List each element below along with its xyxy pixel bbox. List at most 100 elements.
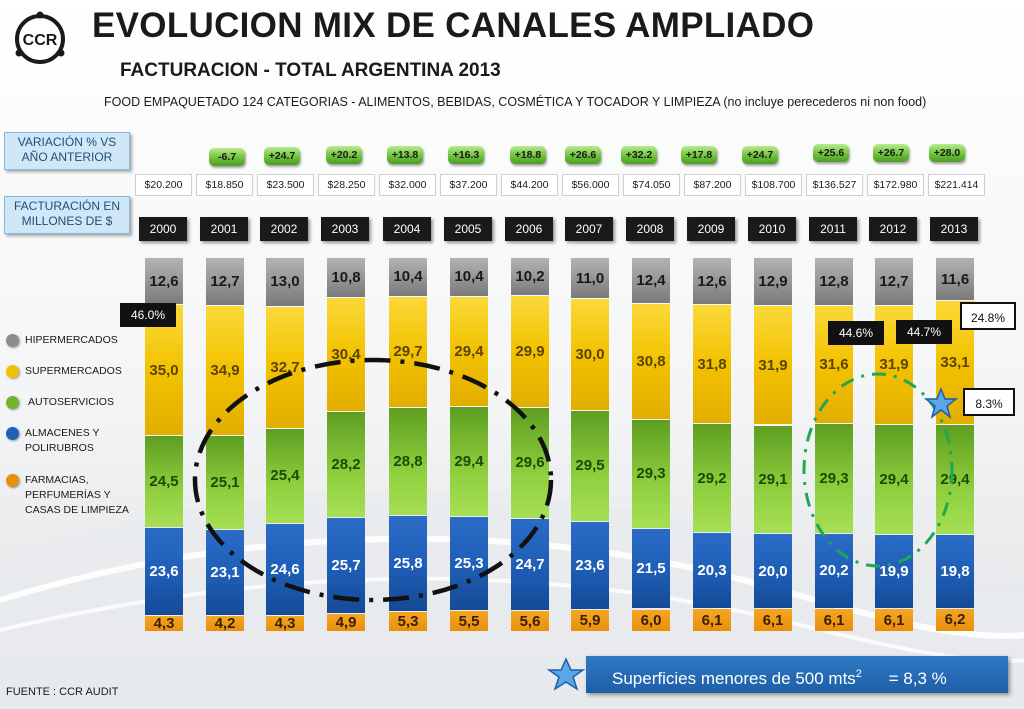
banner-value: = 8,3 % xyxy=(888,668,947,688)
variation-badge: +17.8 xyxy=(681,146,717,164)
legend-supermercados: SUPERMERCADOS xyxy=(6,364,122,379)
legend-label: AUTOSERVICIOS xyxy=(28,396,114,408)
bar-segment-super: 30,4 xyxy=(327,298,365,412)
billing-value: $37.200 xyxy=(440,174,497,196)
bar-value-label: 13,0 xyxy=(270,273,300,291)
bar-value-label: 12,7 xyxy=(210,272,240,290)
variation-badge: +20.2 xyxy=(326,146,362,164)
bar-value-label: 30,8 xyxy=(636,352,666,370)
bar-segment-super: 32,7 xyxy=(266,306,304,428)
legend-swatch-autoservicios xyxy=(6,396,19,409)
bar-value-label: 4,3 xyxy=(274,614,296,632)
variation-badge: +24.7 xyxy=(742,146,778,164)
bar-value-label: 12,4 xyxy=(636,272,666,290)
banner-sup: 2 xyxy=(855,668,862,680)
legend-swatch-supermercados xyxy=(6,365,19,378)
bar-segment-hiper: 11,0 xyxy=(571,258,609,299)
bar-segment-auto: 29,1 xyxy=(754,425,792,534)
year-header: 2007 xyxy=(565,217,613,241)
bar-value-label: 5,5 xyxy=(458,612,480,630)
bar-value-label: 5,9 xyxy=(579,611,601,629)
billing-value: $74.050 xyxy=(623,174,680,196)
year-header: 2006 xyxy=(505,217,553,241)
bar-segment-auto: 29,4 xyxy=(936,425,974,534)
bar-segment-almacenes: 20,2 xyxy=(815,533,853,609)
bar-value-label: 10,8 xyxy=(331,269,361,287)
bar-segment-almacenes: 24,7 xyxy=(511,518,549,611)
bar-value-label: 23,6 xyxy=(149,562,179,580)
bar-value-label: 20,3 xyxy=(697,562,727,580)
bar-value-label: 6,1 xyxy=(701,611,723,629)
bar-segment-almacenes: 23,6 xyxy=(145,527,183,615)
bar-segment-hiper: 10,4 xyxy=(389,258,427,296)
bar-segment-almacenes: 20,0 xyxy=(754,534,792,609)
bar-segment-hiper: 10,4 xyxy=(450,258,488,296)
year-header: 2010 xyxy=(748,217,796,241)
variation-badge: +26.7 xyxy=(873,144,909,162)
bar-segment-auto: 29,4 xyxy=(450,406,488,516)
bar-value-label: 21,5 xyxy=(636,560,666,578)
bar-segment-auto: 29,3 xyxy=(815,424,853,533)
bar-segment-hiper: 12,9 xyxy=(754,258,792,306)
summary-banner: Superficies menores de 500 mts2 = 8,3 % xyxy=(586,656,1008,693)
billing-label: FACTURACIÓN EN MILLONES DE $ xyxy=(4,196,130,234)
bar-segment-hiper: 12,8 xyxy=(815,258,853,305)
legend-label: ALMACENES Y POLIRUBROS xyxy=(25,427,100,454)
bar-value-label: 25,1 xyxy=(210,473,240,491)
variation-label: VARIACIÓN % VS AÑO ANTERIOR xyxy=(4,132,130,170)
variation-badge: +25.6 xyxy=(813,144,849,162)
bar-segment-super: 30,8 xyxy=(632,304,670,419)
bar-value-label: 35,0 xyxy=(149,361,179,379)
bar-value-label: 25,7 xyxy=(331,556,361,574)
year-header: 2001 xyxy=(200,217,248,241)
legend-hipermercados: HIPERMERCADOS xyxy=(6,333,118,348)
bar-segment-farmacias: 4,3 xyxy=(145,615,183,632)
bar-value-label: 24,6 xyxy=(270,560,300,578)
bar-segment-auto: 25,4 xyxy=(266,428,304,523)
variation-badge: +16.3 xyxy=(448,146,484,164)
bar-segment-hiper: 12,6 xyxy=(693,258,731,305)
bar-value-label: 6,0 xyxy=(640,611,662,629)
bar-segment-auto: 28,8 xyxy=(389,408,427,515)
bar-value-label: 24,5 xyxy=(149,472,179,490)
banner-text: Superficies menores de 500 mts xyxy=(612,668,856,688)
billing-value: $108.700 xyxy=(745,174,802,196)
bar-value-label: 30,4 xyxy=(331,346,361,364)
bar-segment-farmacias: 4,3 xyxy=(266,614,304,632)
bar-value-label: 19,8 xyxy=(940,562,970,580)
bar-segment-super: 34,9 xyxy=(206,305,244,435)
bar-segment-super: 29,7 xyxy=(389,296,427,407)
legend-label: FARMACIAS, PERFUMERÍAS Y CASAS DE LIMPIE… xyxy=(25,474,129,516)
bar-segment-super: 29,9 xyxy=(511,296,549,407)
callout-2000: 46.0% xyxy=(120,303,176,327)
billing-value: $221.414 xyxy=(928,174,985,196)
variation-badge: +18.8 xyxy=(510,146,546,164)
bar-value-label: 10,2 xyxy=(515,268,545,286)
bar-value-label: 29,2 xyxy=(697,469,727,487)
billing-value: $18.850 xyxy=(196,174,253,196)
bar-value-label: 4,2 xyxy=(214,615,236,633)
bar-segment-almacenes: 23,1 xyxy=(206,529,244,616)
bar-value-label: 11,6 xyxy=(940,270,970,288)
bar-value-label: 29,5 xyxy=(575,457,605,475)
ccr-logo: CCR xyxy=(15,11,65,64)
legend-farmacias: FARMACIAS, PERFUMERÍAS Y CASAS DE LIMPIE… xyxy=(6,473,137,518)
variation-badge: -6.7 xyxy=(209,148,245,166)
bar-value-label: 29,4 xyxy=(454,342,484,360)
bar-segment-auto: 24,5 xyxy=(145,436,183,527)
bar-segment-auto: 29,6 xyxy=(511,408,549,518)
bar-segment-auto: 29,5 xyxy=(571,411,609,521)
legend-swatch-farmacias xyxy=(6,474,19,487)
bar-segment-almacenes: 25,7 xyxy=(327,517,365,613)
bar-value-label: 5,3 xyxy=(397,613,419,631)
bar-value-label: 30,0 xyxy=(575,346,605,364)
legend-swatch-almacenes xyxy=(6,427,19,440)
bar-value-label: 33,1 xyxy=(940,354,970,372)
legend-swatch-hipermercados xyxy=(6,334,19,347)
bar-segment-almacenes: 25,8 xyxy=(389,515,427,612)
billing-value: $20.200 xyxy=(135,174,192,196)
bar-value-label: 29,9 xyxy=(515,342,545,360)
billing-value: $32.000 xyxy=(379,174,436,196)
bar-segment-hiper: 12,7 xyxy=(206,258,244,305)
bar-value-label: 34,9 xyxy=(210,361,240,379)
